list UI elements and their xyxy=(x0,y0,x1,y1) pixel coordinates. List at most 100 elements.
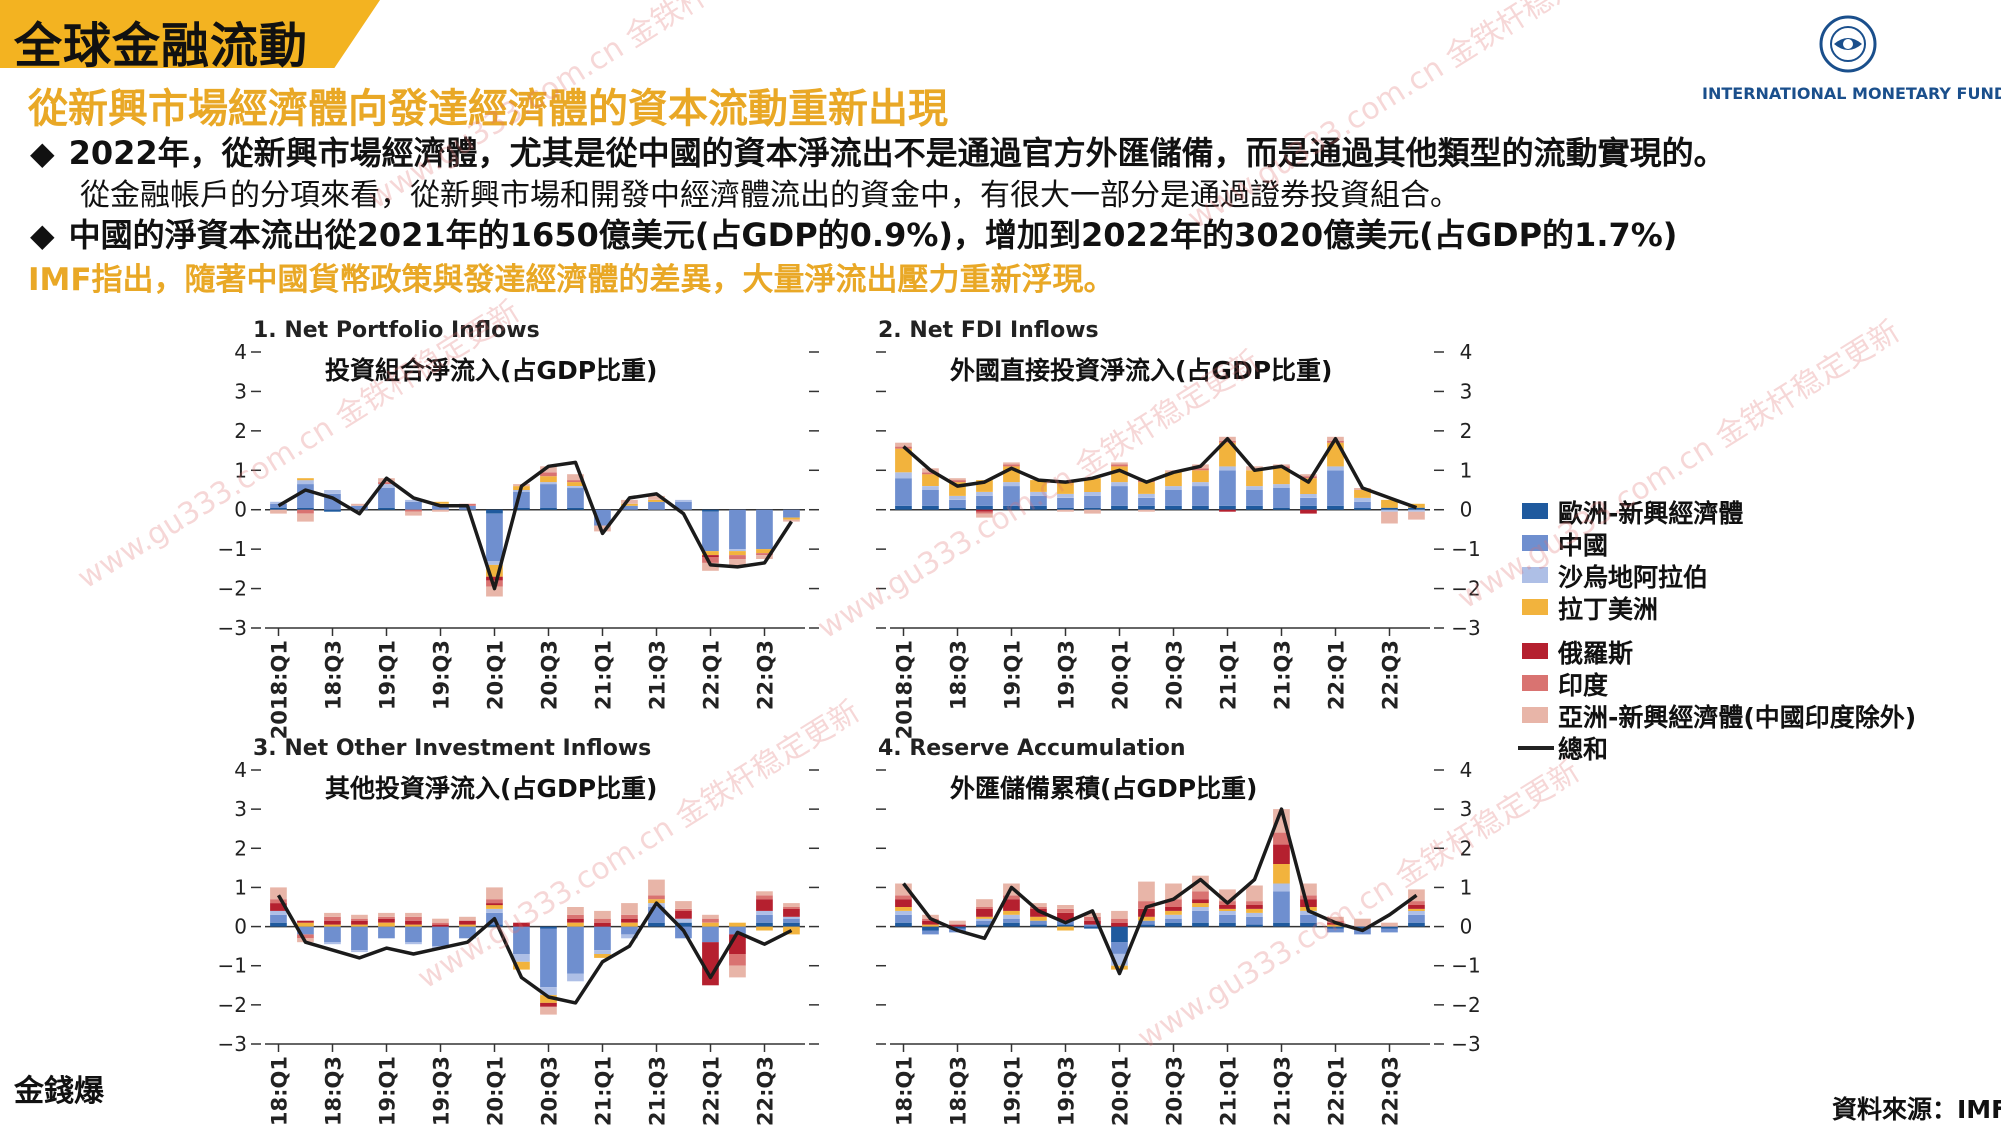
bar-segment xyxy=(1111,910,1128,919)
x-tick-label: 20:Q1 xyxy=(484,640,508,710)
bar-segment xyxy=(1084,920,1101,925)
bar-segment xyxy=(513,922,530,927)
y-tick-label: 3 xyxy=(1460,797,1473,821)
bar-segment xyxy=(432,918,449,923)
legend-label: 沙烏地阿拉伯 xyxy=(1558,563,1709,592)
bar-segment xyxy=(922,490,939,506)
bar-segment xyxy=(1057,493,1074,498)
bar-segment xyxy=(949,478,966,481)
bar-segment xyxy=(1084,926,1101,929)
bar-segment xyxy=(1003,899,1020,911)
bar-segment xyxy=(459,920,476,925)
y-tick-label: −1 xyxy=(218,954,247,978)
bar-segment xyxy=(1057,497,1074,508)
legend-label: 總和 xyxy=(1558,735,1609,764)
legend-item: 印度 xyxy=(1518,666,1988,700)
bar-segment xyxy=(675,918,692,923)
bar-segment xyxy=(270,899,287,904)
y-tick-label: −1 xyxy=(1451,954,1480,978)
bar-segment xyxy=(1273,488,1290,508)
bar-segment xyxy=(1084,916,1101,921)
bar-segment xyxy=(1408,503,1425,508)
y-tick-label: −1 xyxy=(1451,537,1480,561)
x-tick-label: 22:Q1 xyxy=(700,1056,724,1126)
bar-segment xyxy=(1084,492,1101,496)
bar-segment xyxy=(1192,482,1209,486)
bar-segment xyxy=(621,505,638,510)
bar-segment xyxy=(1165,910,1182,915)
bar-segment xyxy=(1219,889,1236,902)
bar-segment xyxy=(922,920,939,925)
bar-segment xyxy=(486,899,503,904)
bar-segment xyxy=(1219,470,1236,506)
bar-segment xyxy=(1300,914,1317,923)
y-tick-label: 2 xyxy=(234,419,247,443)
bar-segment xyxy=(594,954,611,958)
bar-segment xyxy=(702,555,719,558)
bar-segment xyxy=(648,495,665,500)
bar-segment xyxy=(1300,895,1317,900)
bar-segment xyxy=(1030,505,1047,510)
bar-segment xyxy=(783,909,800,917)
bar-segment xyxy=(1030,924,1047,927)
bar-segment xyxy=(1300,910,1317,915)
bar-segment xyxy=(1246,505,1263,510)
bar-segment xyxy=(351,920,368,925)
x-tick-label: 20:Q3 xyxy=(538,1056,562,1126)
bar-segment xyxy=(783,918,800,923)
x-tick-label: 18:Q3 xyxy=(322,1056,346,1126)
bar-segment xyxy=(976,920,993,925)
bar-segment xyxy=(567,474,584,481)
bar-segment xyxy=(270,509,287,514)
bar-segment xyxy=(702,551,719,555)
legend-line-icon xyxy=(1518,746,1554,750)
bar-segment xyxy=(378,916,395,919)
bar-segment xyxy=(297,480,314,484)
y-tick-label: −2 xyxy=(218,993,247,1017)
x-tick-label: 18:Q3 xyxy=(947,640,971,710)
bar-segment xyxy=(621,926,638,935)
bar-segment xyxy=(351,918,368,921)
bar-segment xyxy=(1246,924,1263,927)
bar-segment xyxy=(405,499,422,502)
bar-segment xyxy=(922,486,939,490)
bar-segment xyxy=(1246,901,1263,905)
bar-segment xyxy=(486,509,503,514)
bar-segment xyxy=(1111,464,1128,467)
bar-segment xyxy=(1273,832,1290,845)
x-tick-label: 22:Q3 xyxy=(754,1056,778,1126)
bar-segment xyxy=(405,942,422,945)
bar-segment xyxy=(976,509,993,512)
y-tick-label: 0 xyxy=(1460,498,1473,522)
bar-segment xyxy=(378,922,395,927)
bar-segment xyxy=(1192,505,1209,510)
bar-segment xyxy=(729,551,746,555)
bar-segment xyxy=(1246,470,1263,487)
x-tick-label: 19:Q3 xyxy=(430,1056,454,1126)
bar-segment xyxy=(756,914,773,923)
bar-segment xyxy=(432,926,449,947)
x-tick-label: 22:Q3 xyxy=(1379,1056,1403,1126)
bar-segment xyxy=(895,922,912,927)
x-tick-label: 2018:Q1 xyxy=(893,640,917,739)
bar-segment xyxy=(513,961,530,970)
bar-segment xyxy=(1138,901,1155,909)
bar-segment xyxy=(540,928,557,988)
bar-segment xyxy=(976,495,993,506)
bar-segment xyxy=(895,910,912,915)
bar-segment xyxy=(486,905,503,909)
bar-segment xyxy=(1219,914,1236,923)
bar-segment xyxy=(540,926,557,929)
bar-segment xyxy=(675,901,692,909)
bar-segment xyxy=(594,950,611,954)
bar-segment xyxy=(756,926,773,931)
y-tick-label: −2 xyxy=(218,577,247,601)
bar-segment xyxy=(895,899,912,907)
bar-segment xyxy=(1300,922,1317,927)
bar-segment xyxy=(1003,462,1020,465)
y-tick-label: 2 xyxy=(234,836,247,860)
bar-segment xyxy=(1300,497,1317,506)
bar-segment xyxy=(1246,912,1263,917)
bar-segment xyxy=(976,492,993,496)
bar-segment xyxy=(648,499,665,502)
